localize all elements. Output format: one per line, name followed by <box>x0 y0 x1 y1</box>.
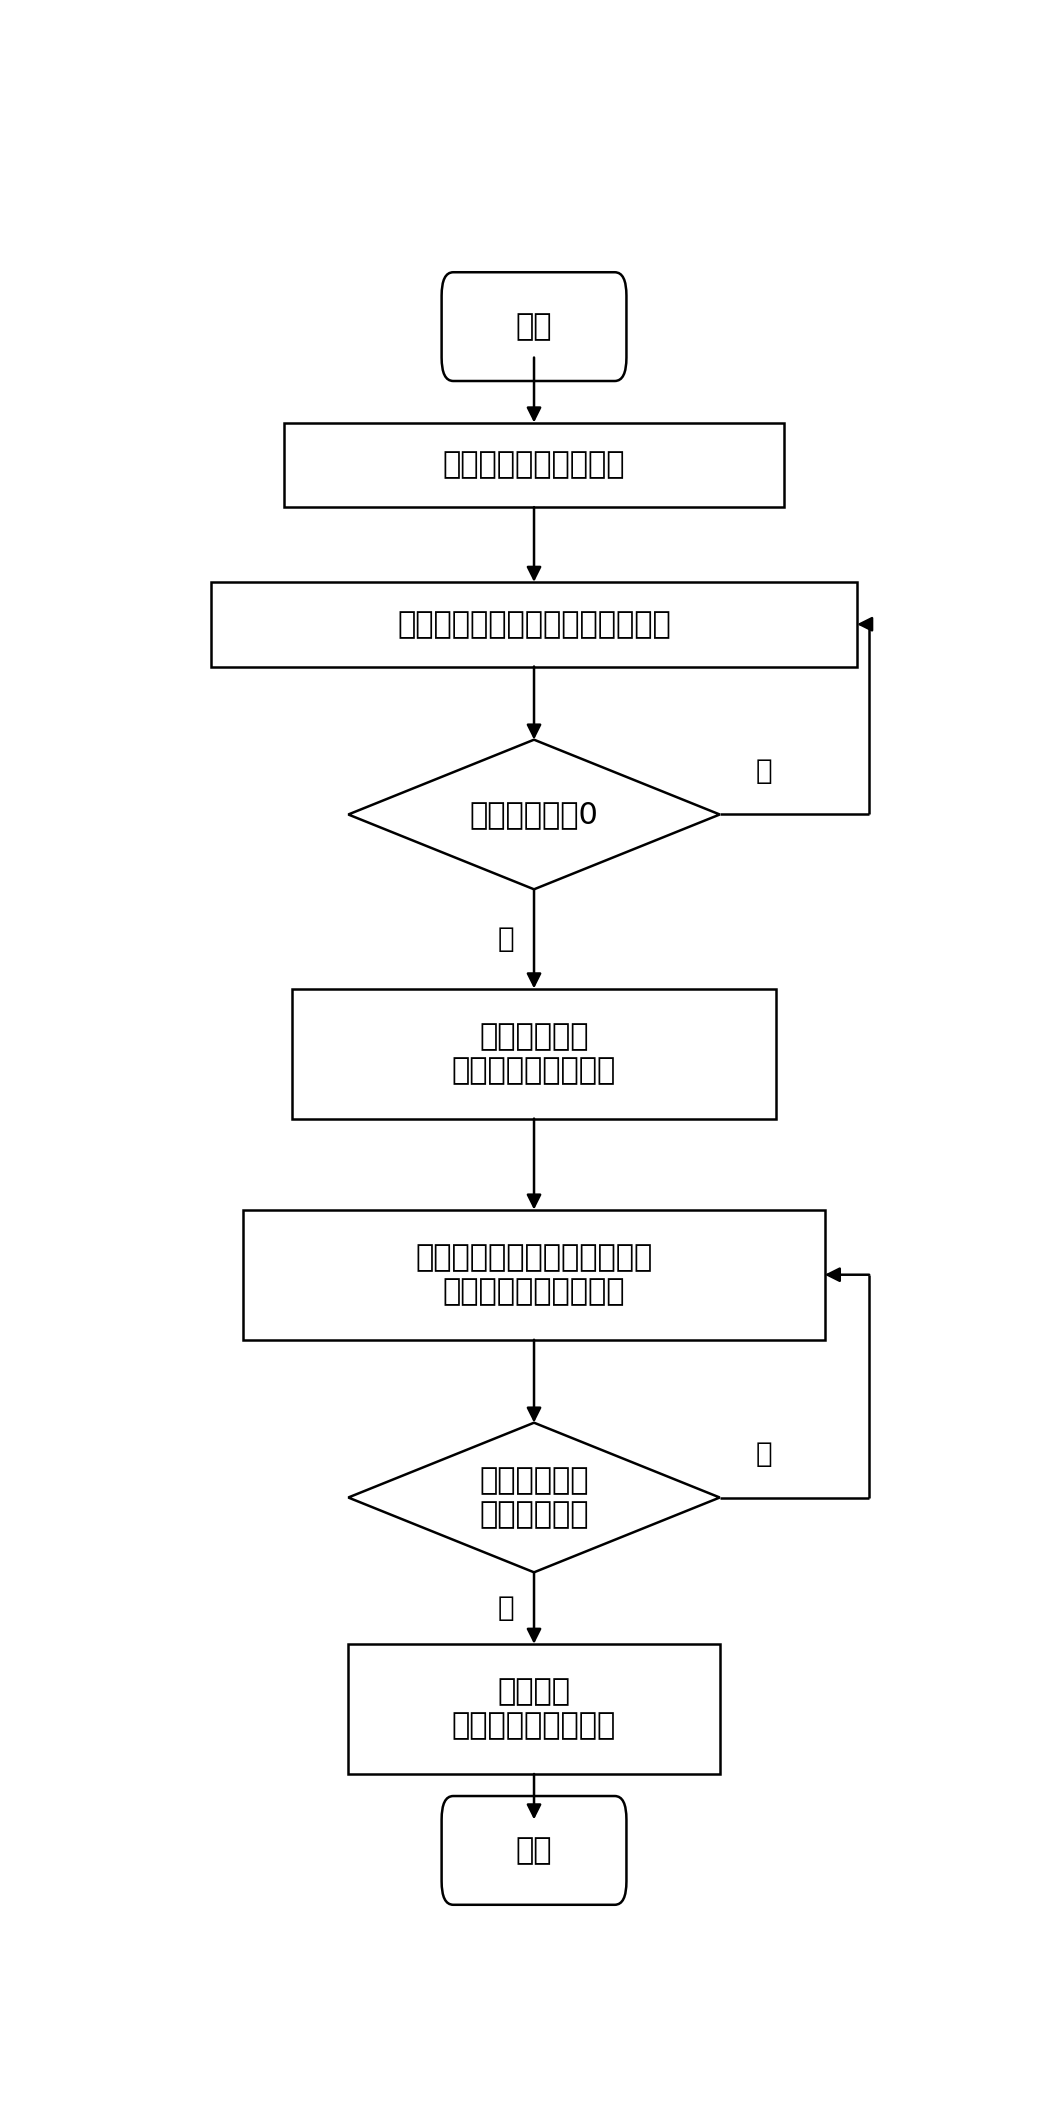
Bar <box>210 583 857 667</box>
Text: 第四阶段
比例导引向真实目标: 第四阶段 比例导引向真实目标 <box>452 1677 616 1740</box>
FancyBboxPatch shape <box>442 272 626 380</box>
Text: 是: 是 <box>497 1595 514 1622</box>
Bar <box>292 988 776 1119</box>
Polygon shape <box>348 739 720 889</box>
Text: 进入第三阶段
设置降弧段虚拟目标: 进入第三阶段 设置降弧段虚拟目标 <box>452 1022 616 1086</box>
FancyBboxPatch shape <box>442 1795 626 1905</box>
Polygon shape <box>348 1423 720 1571</box>
Text: 是: 是 <box>497 925 514 953</box>
Text: 结束: 结束 <box>516 1835 552 1865</box>
Text: 第一阶段飞行轨迹控制: 第一阶段飞行轨迹控制 <box>443 450 625 479</box>
Text: 弹道倾角小于0: 弹道倾角小于0 <box>470 800 598 830</box>
Text: 使用带落角约束的比例导引律
将弹体导引向虚拟目标: 使用带落角约束的比例导引律 将弹体导引向虚拟目标 <box>416 1244 652 1305</box>
Bar <box>244 1210 825 1339</box>
Text: 第二阶段零效虚拟脱靶量反馈控制: 第二阶段零效虚拟脱靶量反馈控制 <box>397 610 671 638</box>
Text: 飞行高度是否
小于门限高度: 飞行高度是否 小于门限高度 <box>479 1466 589 1529</box>
Bar <box>283 422 785 507</box>
Text: 否: 否 <box>755 758 772 786</box>
Text: 开始: 开始 <box>516 313 552 342</box>
Text: 否: 否 <box>755 1440 772 1468</box>
Bar <box>348 1643 720 1774</box>
